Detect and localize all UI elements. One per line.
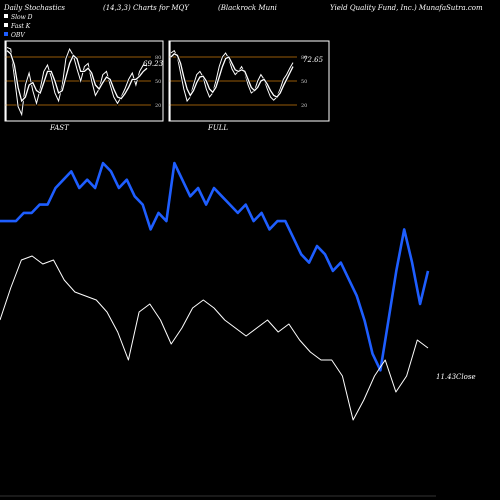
close-price-label: 11.43Close <box>436 373 476 381</box>
legend-swatch-obv <box>4 32 8 36</box>
fast-last-value: 69.23 <box>143 60 164 68</box>
header-text-2: (14,3,3) Charts for MQY <box>103 4 190 12</box>
full-panel-label: FULL <box>207 124 228 132</box>
full-tick-label-50: 50 <box>301 79 307 85</box>
obv-line <box>0 161 430 372</box>
fast-panel-label: FAST <box>49 124 70 132</box>
fast-fast-k-line <box>6 46 148 117</box>
header-text-3: (Blackrock Muni <box>218 4 277 12</box>
legend-obv: OBV <box>11 32 25 39</box>
fast-slow-d-line <box>6 50 148 103</box>
legend-swatch-slow-d <box>4 14 8 18</box>
legend-fast-k: Fast K <box>10 23 31 30</box>
full-slow-d-line <box>170 53 294 98</box>
fast-tick-label-80: 80 <box>155 55 161 61</box>
header-text-1: Daily Stochastics <box>3 4 65 12</box>
full-tick-label-80: 80 <box>301 55 307 61</box>
fast-tick-label-20: 20 <box>155 103 161 109</box>
legend-slow-d: Slow D <box>11 14 33 21</box>
header-text-4: Yield Quality Fund, Inc.) MunafaSutra.co… <box>330 4 483 12</box>
price-line <box>0 255 429 421</box>
legend-swatch-fast-k <box>4 23 8 27</box>
full-last-value: 72.65 <box>303 56 324 64</box>
full-tick-label-20: 20 <box>301 103 307 109</box>
fast-stochastic-panel: 80 50 20 69.23 FAST <box>4 40 164 132</box>
fast-tick-label-50: 50 <box>155 79 161 85</box>
close-price-suffix: Close <box>456 373 476 381</box>
obv-price-panel <box>0 161 430 421</box>
full-stochastic-panel: 80 50 20 72.65 FULL <box>168 40 330 132</box>
close-price-value: 11.43 <box>436 373 457 381</box>
